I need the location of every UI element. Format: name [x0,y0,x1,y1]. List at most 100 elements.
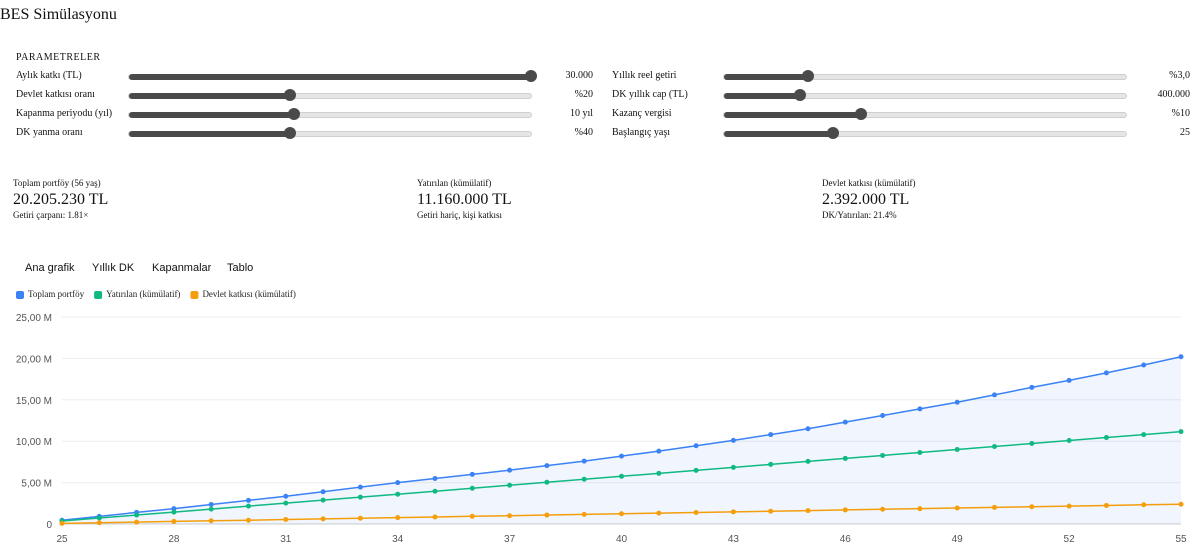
tab[interactable]: Tablo [227,262,254,274]
data-point [693,467,699,473]
data-point [507,482,513,488]
slider[interactable] [723,70,1127,82]
legend-swatch [190,291,199,299]
param-label: Yıllık reel getiri [612,70,677,81]
data-point [395,491,401,497]
data-point [917,506,923,512]
chart: 0 5,00 M 10,00 M 15,00 M 20,00 M 25,00 M 25 28 3… [16,289,1187,545]
x-tick-label: 46 [840,534,852,545]
param-label: Kazanç vergisi [612,108,672,119]
tab[interactable]: Yıllık DK [92,262,135,274]
data-point [1141,432,1147,438]
slider-thumb[interactable] [283,89,296,101]
slider-thumb[interactable] [854,108,867,120]
slider-thumb[interactable] [525,70,537,82]
slider-thumb[interactable] [283,127,296,139]
x-tick-label: 34 [392,534,404,545]
data-point [1029,384,1035,390]
x-tick-label: 55 [1175,534,1187,545]
y-tick-label: 20,00 M [16,354,52,365]
data-point [469,485,475,491]
data-point [1141,362,1147,368]
y-tick-label: 10,00 M [16,437,52,448]
summary-label: Yatırılan (kümülatif) [417,178,492,188]
data-point [246,517,251,523]
data-point [730,464,736,470]
param-value: 25 [1180,127,1190,138]
legend-swatch [94,291,103,299]
y-tick-label: 0 [46,520,52,531]
param-value: 400.000 [1157,89,1191,100]
data-point [134,512,140,518]
data-point [1103,502,1109,508]
data-point [917,406,923,412]
param-value: 30.000 [565,70,594,81]
params-title: PARAMETRELER [16,52,101,63]
data-point [656,510,662,516]
x-tick-label: 49 [952,534,964,545]
data-point [805,426,811,432]
slider-thumb[interactable] [794,89,807,101]
y-tick-label: 25,00 M [16,313,52,324]
param-label: DK yanma oranı [16,127,83,138]
legend-label: Yatırılan (kümülatif) [106,289,180,299]
x-tick-label: 37 [504,534,516,545]
data-point [842,419,848,425]
data-point [581,458,587,464]
slider[interactable] [128,108,532,120]
param-label: Devlet katkısı oranı [16,89,95,100]
data-point [954,446,960,452]
data-point [656,470,662,476]
summary-label: Devlet katkısı (kümülatif) [822,178,916,188]
data-point [880,413,886,419]
data-point [171,518,177,524]
summary-note: Getiri çarpanı: 1.81× [13,210,89,220]
data-point [917,449,923,455]
param-value: %3,0 [1169,70,1190,81]
data-point [357,515,363,521]
slider-thumb[interactable] [287,108,300,120]
slider[interactable] [723,89,1127,101]
param-value: %10 [1171,108,1190,119]
data-point [96,520,102,526]
y-tick-label: 15,00 M [16,396,52,407]
slider[interactable] [128,89,532,101]
param-value: %20 [574,89,593,100]
data-point [1066,377,1072,383]
data-point [768,432,774,438]
slider-thumb[interactable] [802,70,815,82]
summary-value: 2.392.000 TL [822,191,910,208]
slider-thumb[interactable] [826,127,839,139]
data-point [1141,502,1147,508]
data-point [246,503,251,509]
data-point [693,509,699,515]
tab[interactable]: Ana grafik [25,262,75,274]
x-tick-label: 40 [616,534,628,545]
data-point [96,515,102,521]
summary-note: Getiri hariç, kişi katkısı [417,210,502,220]
slider[interactable] [723,108,1127,120]
summary-value: 11.160.000 TL [417,191,512,208]
data-point [544,512,550,518]
data-point [581,476,587,482]
slider[interactable] [723,127,1127,139]
data-point [880,452,886,458]
summary-label: Toplam portföy (56 yaş) [13,178,101,188]
slider[interactable] [128,127,532,139]
data-point [768,508,774,514]
tab[interactable]: Kapanmalar [152,262,212,274]
slider-fill [724,74,809,80]
slider[interactable] [128,70,537,82]
slider-fill [724,93,801,99]
legend-label: Toplam portföy [28,289,85,299]
data-point [171,509,177,515]
legend-swatch [16,291,24,299]
data-point [805,508,811,514]
area-fill [62,356,1181,524]
data-point [880,506,886,512]
summary-value: 20.205.230 TL [13,191,109,208]
data-point [320,489,326,495]
data-point [432,514,438,520]
data-point [432,475,438,481]
